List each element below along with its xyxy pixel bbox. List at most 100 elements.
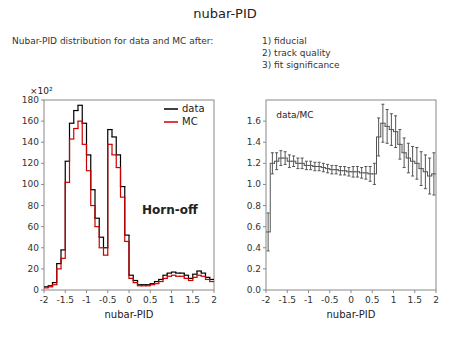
histogram-bin	[95, 218, 99, 219]
error-bar	[347, 168, 350, 176]
error-bar-cap	[360, 178, 363, 179]
y-tick	[41, 184, 44, 185]
histogram-bin	[287, 161, 291, 162]
histogram-bin	[121, 197, 125, 198]
error-bar-cap	[305, 169, 308, 170]
histogram-bin	[326, 168, 330, 169]
error-bar-cap	[339, 174, 342, 175]
x-tick-label: -2	[262, 295, 271, 305]
y-tick-label: 120	[22, 158, 39, 168]
step-riser	[128, 241, 129, 278]
histogram-bin	[87, 170, 91, 171]
x-tick-label: -1.5	[56, 295, 74, 305]
histogram-bin	[112, 154, 116, 155]
series	[44, 121, 214, 288]
error-bar-cap	[432, 195, 435, 196]
error-bar-cap	[369, 181, 372, 182]
y-tick-label: 0.2	[247, 264, 261, 274]
error-bar	[386, 110, 389, 144]
step-riser	[103, 237, 104, 248]
histogram-bin	[309, 165, 313, 166]
step-riser	[380, 123, 381, 137]
histogram-bin	[189, 280, 193, 281]
histogram-bin	[317, 166, 321, 167]
x-tick-label: -0.5	[321, 295, 339, 305]
error-bar	[305, 161, 308, 169]
x-tick	[436, 290, 437, 293]
step-riser	[73, 111, 74, 124]
step-riser	[94, 206, 95, 227]
histogram-bin	[108, 144, 112, 145]
error-bar	[377, 118, 380, 156]
error-bar-cap	[284, 151, 287, 152]
histogram-bin	[172, 275, 176, 276]
error-bar	[432, 153, 435, 195]
histogram-bin	[432, 173, 436, 174]
plot: -2-1.5-1-0.500.511.520204060801001201401…	[22, 86, 217, 320]
histogram-bin	[419, 168, 423, 169]
histogram-bin	[48, 285, 52, 286]
error-bar-cap	[424, 188, 427, 189]
step-riser	[111, 144, 112, 155]
histogram-bin	[385, 126, 389, 127]
histogram-bin	[172, 271, 176, 272]
error-bar-cap	[322, 163, 325, 164]
error-bar-cap	[364, 179, 367, 180]
histogram-bin	[125, 235, 129, 236]
error-bar-cap	[386, 109, 389, 110]
error-bar-cap	[275, 152, 278, 153]
histogram-bin	[206, 277, 210, 278]
histogram-bin	[70, 138, 74, 139]
y-tick-label: 0.8	[247, 201, 262, 211]
histogram-bin	[206, 279, 210, 280]
error-bar-cap	[322, 171, 325, 172]
legend-entry: data	[182, 103, 205, 114]
histogram-bin	[53, 282, 57, 283]
y-tick	[41, 247, 44, 248]
histogram-bin	[197, 270, 201, 271]
step-riser	[406, 153, 407, 158]
histogram-bin	[189, 278, 193, 279]
error-bar	[420, 152, 423, 186]
x-tick-label: 1	[391, 295, 397, 305]
y-tick-label: 1.2	[247, 158, 261, 168]
step-riser	[270, 163, 271, 232]
error-bar	[339, 167, 342, 175]
error-bar-cap	[390, 145, 393, 146]
step-riser	[427, 172, 428, 176]
step-riser	[73, 129, 74, 140]
error-bar	[288, 155, 291, 168]
x-tick	[107, 290, 108, 293]
y-tick-label: 1.0	[247, 179, 262, 189]
histogram-bin	[180, 276, 184, 277]
x-tick	[214, 290, 215, 293]
error-bar-cap	[326, 172, 329, 173]
histogram-bin	[176, 273, 180, 274]
x-tick	[150, 290, 151, 293]
error-bar	[364, 167, 367, 180]
x-tick-label: -1.5	[278, 295, 296, 305]
step-riser	[69, 139, 70, 182]
legend-swatch	[164, 121, 178, 123]
y-tick	[263, 205, 266, 206]
histogram-bin	[355, 171, 359, 172]
error-bar-cap	[356, 166, 359, 167]
x-tick	[171, 290, 172, 293]
histogram-bin	[129, 278, 133, 279]
x-tick-label: 0	[126, 295, 132, 305]
step-riser	[402, 144, 403, 152]
error-bar-cap	[267, 212, 270, 213]
histogram-bin	[146, 285, 150, 286]
error-bar-cap	[301, 158, 304, 159]
error-bar	[275, 153, 278, 170]
histogram-bin	[377, 136, 381, 137]
histogram-bin	[347, 171, 351, 172]
step-riser	[111, 130, 112, 137]
histogram-bin	[321, 167, 325, 168]
histogram-bin	[133, 282, 137, 283]
step-riser	[419, 163, 420, 168]
y-tick-label: 0.4	[247, 243, 262, 253]
histogram-bin	[142, 284, 146, 285]
error-bar	[309, 161, 312, 169]
histogram-bin	[411, 161, 415, 162]
